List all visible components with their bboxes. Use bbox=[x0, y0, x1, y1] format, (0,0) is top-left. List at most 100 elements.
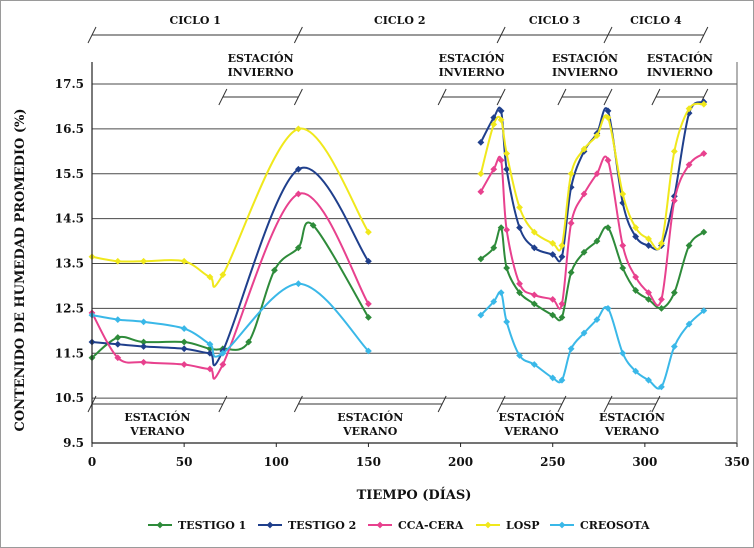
x-tick-label: 100 bbox=[264, 455, 289, 469]
data-point bbox=[365, 313, 372, 321]
data-point bbox=[295, 190, 302, 198]
data-point bbox=[632, 367, 640, 375]
data-point bbox=[558, 242, 566, 249]
data-point bbox=[516, 204, 523, 211]
data-point bbox=[700, 228, 708, 236]
x-tick-label: 300 bbox=[632, 455, 657, 469]
data-point bbox=[604, 114, 612, 122]
data-point bbox=[670, 343, 678, 350]
data-point bbox=[497, 107, 505, 115]
cycle-label: CICLO 2 bbox=[374, 14, 425, 27]
data-point bbox=[516, 280, 523, 288]
y-tick-label: 15.5 bbox=[55, 167, 84, 181]
data-point bbox=[477, 170, 485, 178]
break-mark bbox=[603, 88, 613, 106]
x-tick-label: 50 bbox=[176, 455, 193, 469]
data-point bbox=[549, 239, 557, 247]
legend: TESTIGO 1 TESTIGO 2 CCA-CERA LOSP CREOSOTA bbox=[148, 519, 650, 532]
break-mark bbox=[496, 395, 506, 413]
data-point bbox=[497, 156, 505, 164]
x-axis-label: TIEMPO (DÍAS) bbox=[357, 487, 472, 503]
data-point bbox=[309, 221, 317, 229]
summer-season-label: ESTACIÓN bbox=[124, 410, 190, 424]
data-point bbox=[365, 347, 372, 355]
data-point bbox=[567, 219, 575, 227]
data-point bbox=[685, 105, 693, 113]
data-point bbox=[180, 325, 188, 332]
data-point bbox=[530, 300, 538, 308]
break-mark bbox=[87, 26, 97, 44]
legend-label: CCA-CERA bbox=[398, 519, 464, 532]
data-point bbox=[245, 338, 253, 346]
x-tick-label: 350 bbox=[724, 455, 749, 469]
data-point bbox=[180, 345, 188, 353]
data-point bbox=[219, 271, 227, 279]
data-point bbox=[645, 235, 652, 243]
summer-season-label: ESTACIÓN bbox=[337, 410, 403, 424]
data-point bbox=[632, 287, 640, 294]
winter-season-label: ESTACIÓN bbox=[439, 51, 505, 65]
summer-season-label: ESTACIÓN bbox=[599, 410, 665, 424]
data-point bbox=[114, 334, 122, 341]
data-point bbox=[700, 150, 708, 157]
data-point bbox=[497, 289, 505, 297]
cycle-label: CICLO 3 bbox=[529, 14, 580, 27]
data-point bbox=[295, 280, 302, 288]
data-point bbox=[645, 242, 652, 249]
x-tick-label: 250 bbox=[540, 455, 565, 469]
summer-season-label: VERANO bbox=[604, 425, 660, 438]
data-point bbox=[490, 298, 498, 306]
data-point bbox=[503, 150, 511, 157]
data-point bbox=[497, 116, 505, 124]
break-mark bbox=[293, 395, 303, 413]
cycle-annotations: CICLO 1 CICLO 2 CICLO 3 CICLO 4 bbox=[87, 14, 709, 44]
break-mark bbox=[651, 88, 661, 106]
data-point bbox=[490, 114, 498, 122]
data-point bbox=[670, 289, 678, 297]
legend-item: CREOSOTA bbox=[550, 519, 650, 532]
data-point bbox=[700, 307, 708, 315]
data-point bbox=[604, 107, 612, 115]
data-point bbox=[365, 257, 372, 265]
break-mark bbox=[218, 395, 228, 413]
break-mark bbox=[437, 395, 447, 413]
data-point bbox=[497, 224, 505, 231]
data-point bbox=[632, 233, 640, 240]
winter-season-label: ESTACIÓN bbox=[647, 51, 713, 65]
winter-season-label: INVIERNO bbox=[228, 66, 294, 79]
data-point bbox=[619, 242, 627, 249]
break-mark bbox=[651, 395, 661, 413]
break-mark bbox=[603, 26, 613, 44]
y-tick-label: 9.5 bbox=[63, 436, 84, 450]
data-point bbox=[685, 320, 693, 328]
y-tick-label: 11.5 bbox=[55, 346, 84, 360]
data-point bbox=[645, 376, 652, 384]
cycle-label: CICLO 4 bbox=[630, 14, 682, 27]
summer-season-label: VERANO bbox=[503, 425, 559, 438]
y-tick-label: 13.5 bbox=[55, 257, 84, 271]
summer-season-label: ESTACIÓN bbox=[499, 410, 565, 424]
data-point bbox=[365, 228, 372, 236]
data-point bbox=[549, 251, 557, 258]
break-mark bbox=[293, 88, 303, 106]
data-point bbox=[658, 296, 665, 303]
break-mark bbox=[437, 88, 447, 106]
data-point bbox=[580, 145, 588, 153]
data-point bbox=[477, 188, 485, 196]
data-point bbox=[593, 237, 601, 245]
y-tick-label: 17.5 bbox=[55, 77, 84, 91]
series-cca-cera bbox=[88, 150, 708, 380]
data-point bbox=[140, 338, 147, 346]
x-tick-label: 200 bbox=[448, 455, 473, 469]
data-point bbox=[619, 349, 627, 357]
data-point bbox=[604, 224, 612, 231]
legend-label: TESTIGO 2 bbox=[288, 519, 356, 532]
data-point bbox=[140, 257, 147, 265]
series-creosota bbox=[88, 280, 708, 391]
data-point bbox=[114, 340, 122, 348]
grid-lines bbox=[92, 83, 737, 399]
break-mark bbox=[699, 26, 709, 44]
break-mark bbox=[557, 88, 567, 106]
